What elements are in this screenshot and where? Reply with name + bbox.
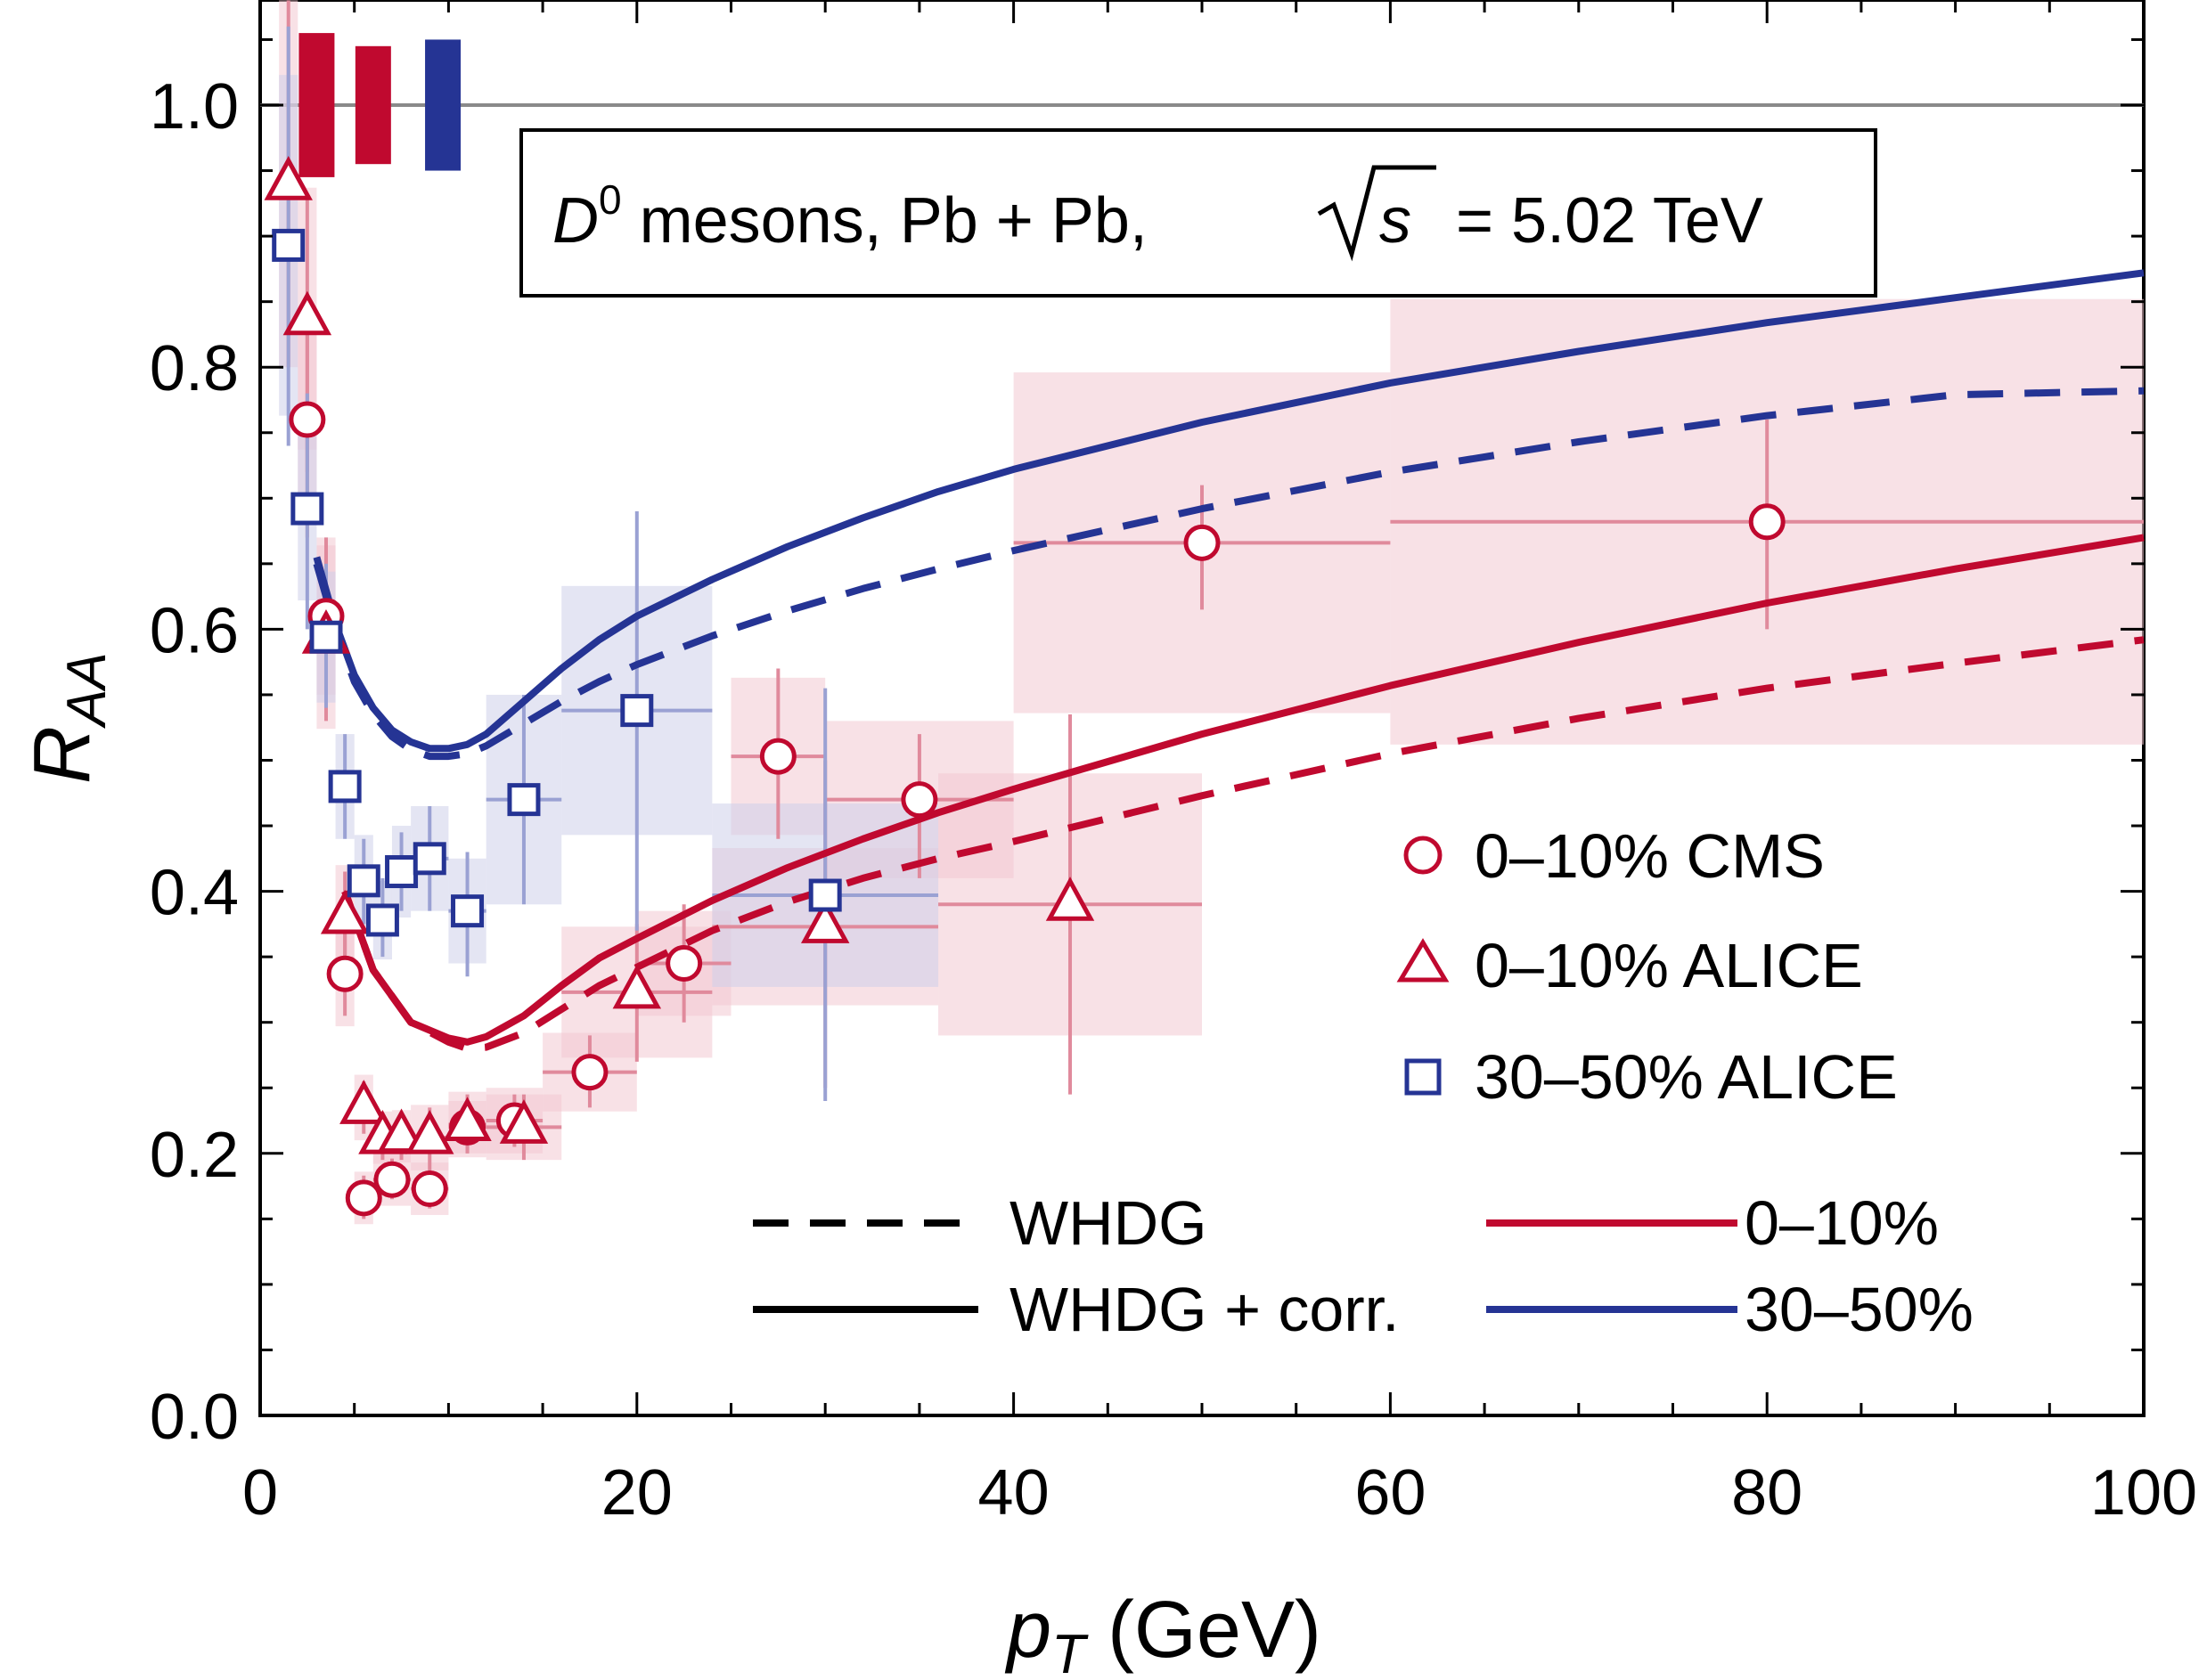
x-tick-label: 40 bbox=[978, 1457, 1050, 1529]
marker-square bbox=[385, 855, 419, 889]
marker-square bbox=[328, 770, 362, 803]
legend-label-alice-peripheral: 30–50% ALICE bbox=[1475, 1042, 1898, 1112]
marker-circle bbox=[571, 1054, 609, 1091]
axis-ticks bbox=[258, 0, 2146, 1417]
legend-circle-icon bbox=[1403, 836, 1443, 875]
y-tick-label: 0.8 bbox=[150, 333, 239, 404]
legend-label-peripheral: 30–50% bbox=[1745, 1275, 1974, 1344]
marker-triangle bbox=[405, 1109, 454, 1154]
chart-title: D0 mesons, Pb + Pb, bbox=[552, 176, 1165, 257]
legend-label-whdg: WHDG bbox=[1009, 1188, 1207, 1258]
marker-square bbox=[347, 864, 380, 898]
x-axis-var: p bbox=[1004, 1586, 1051, 1675]
model-curves bbox=[313, 269, 2145, 1053]
marker-circle bbox=[1748, 503, 1786, 541]
y-tick-label: 0.6 bbox=[150, 595, 239, 666]
curve-whdg-corr bbox=[341, 534, 2145, 1046]
marker-circle bbox=[345, 1179, 382, 1217]
legend-label-alice-central: 0–10% ALICE bbox=[1475, 931, 1863, 1000]
marker-circle bbox=[373, 1161, 411, 1198]
marker-triangle bbox=[499, 1099, 549, 1144]
legend-label-whdg-corr: WHDG + corr. bbox=[1009, 1275, 1400, 1344]
marker-triangle bbox=[320, 889, 370, 934]
curve-whdg bbox=[341, 636, 2145, 1053]
marker-triangle bbox=[282, 290, 332, 336]
legend: 0–10% CMS 0–10% ALICE 30–50% ALICE WHDG … bbox=[753, 821, 1974, 1344]
y-axis-sub: AA bbox=[56, 652, 118, 730]
marker-triangle bbox=[377, 1108, 426, 1154]
x-axis-title: pT (GeV) bbox=[1004, 1586, 1321, 1680]
x-axis-unit: (GeV) bbox=[1085, 1586, 1321, 1675]
y-axis-title: RAA bbox=[18, 652, 118, 784]
marker-circle bbox=[666, 945, 703, 983]
marker-circle bbox=[326, 955, 364, 992]
y-tick-label: 0.0 bbox=[150, 1382, 239, 1453]
marker-triangle bbox=[339, 1080, 388, 1124]
marker-circle bbox=[901, 781, 938, 819]
title-particle: D bbox=[552, 185, 599, 257]
marker-square bbox=[451, 894, 485, 928]
normalization-boxes bbox=[298, 33, 462, 177]
marker-square bbox=[365, 903, 399, 937]
marker-triangle bbox=[443, 1097, 492, 1141]
marker-triangle bbox=[264, 156, 313, 200]
title-superscript: 0 bbox=[599, 176, 622, 223]
legend-square-icon bbox=[1404, 1058, 1442, 1096]
x-tick-label: 0 bbox=[242, 1457, 278, 1529]
norm-box bbox=[355, 45, 391, 165]
y-tick-label: 0.4 bbox=[150, 858, 239, 929]
marker-square bbox=[413, 842, 446, 876]
x-tick-label: 20 bbox=[601, 1457, 673, 1529]
norm-box bbox=[298, 33, 335, 177]
marker-circle bbox=[759, 738, 797, 775]
legend-triangle-icon bbox=[1396, 938, 1450, 983]
marker-triangle bbox=[1045, 877, 1095, 921]
marker-triangle bbox=[800, 899, 850, 943]
title-system: mesons, Pb + Pb, bbox=[622, 185, 1165, 257]
sqrt-icon bbox=[1317, 165, 1436, 262]
marker-circle bbox=[1183, 524, 1221, 561]
marker-square bbox=[309, 620, 343, 654]
marker-circle bbox=[411, 1170, 448, 1208]
marker-square bbox=[272, 228, 306, 262]
y-axis-var: R bbox=[18, 726, 107, 784]
curve-whdg-corr bbox=[313, 269, 2145, 753]
x-tick-label: 60 bbox=[1354, 1457, 1426, 1529]
y-tick-label: 1.0 bbox=[150, 71, 239, 143]
y-tick-label: 0.2 bbox=[150, 1120, 239, 1191]
data-markers bbox=[264, 156, 1786, 1217]
title-box bbox=[519, 128, 1877, 298]
marker-triangle bbox=[612, 964, 662, 1009]
curve-whdg bbox=[313, 387, 2145, 761]
marker-circle bbox=[289, 401, 326, 438]
x-axis-sub: T bbox=[1051, 1624, 1089, 1680]
title-sqrt-var: s bbox=[1379, 185, 1411, 257]
marker-square bbox=[808, 878, 842, 912]
legend-label-cms: 0–10% CMS bbox=[1475, 821, 1825, 891]
norm-box bbox=[425, 39, 462, 171]
x-tick-label: 80 bbox=[1731, 1457, 1802, 1529]
x-tick-label: 100 bbox=[2090, 1457, 2197, 1529]
marker-square bbox=[507, 783, 541, 817]
marker-square bbox=[620, 694, 654, 728]
marker-square bbox=[290, 492, 324, 526]
title-energy: = 5.02 TeV bbox=[1438, 185, 1763, 257]
tick-labels: 0 20 40 60 80 100 0.0 0.2 0.4 0.6 0.8 1.0 bbox=[150, 71, 2197, 1529]
legend-label-central: 0–10% bbox=[1745, 1188, 1939, 1258]
